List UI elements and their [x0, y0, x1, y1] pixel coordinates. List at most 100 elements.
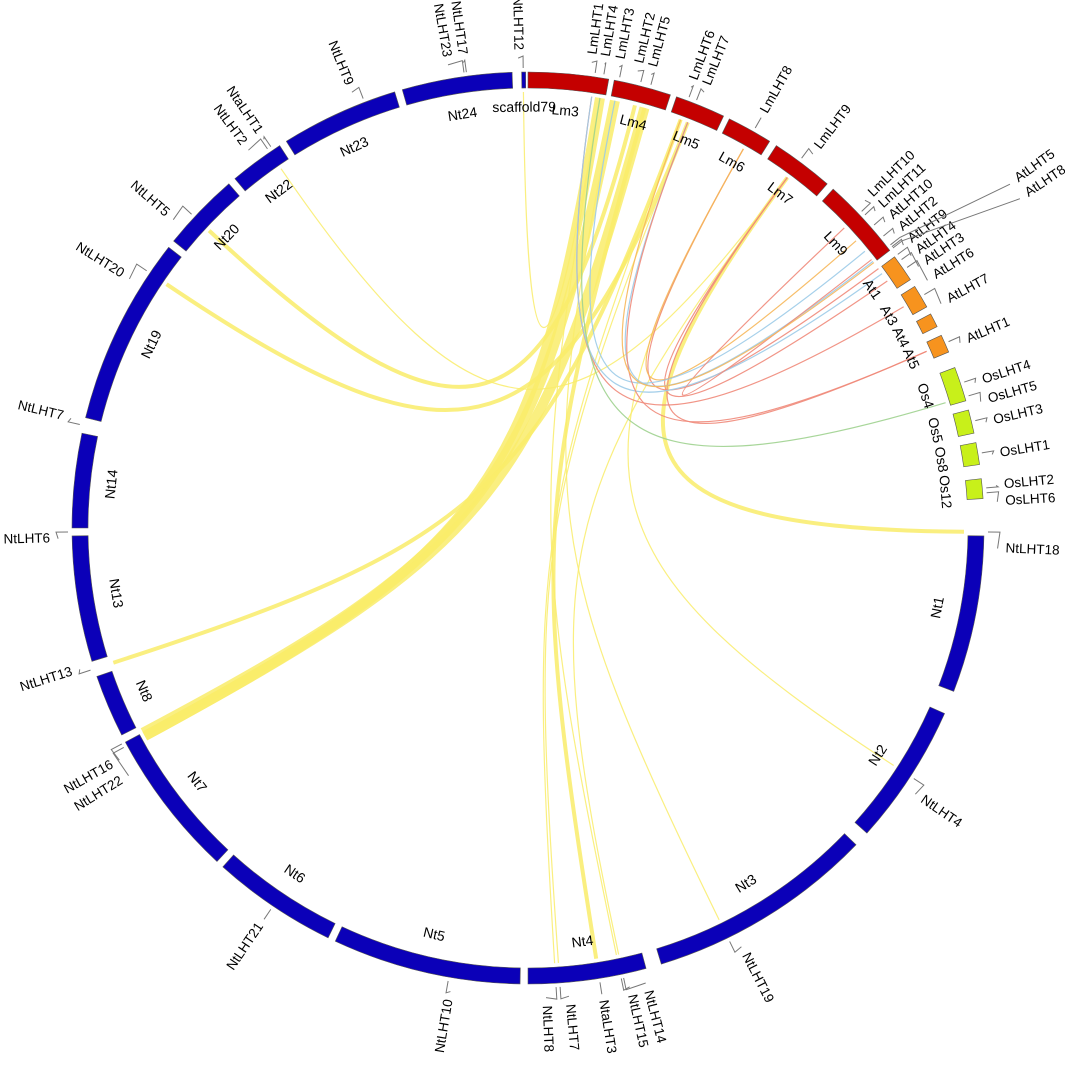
- chromosome-arc-lm3: [527, 71, 610, 96]
- synteny-links: [112, 92, 965, 964]
- synteny-link: [142, 106, 650, 741]
- synteny-link: [207, 104, 637, 389]
- synteny-link: [647, 148, 879, 391]
- gene-label: NtLHT9: [325, 39, 356, 88]
- chromosome-arc-nt20: [173, 183, 240, 252]
- synteny-link: [522, 92, 601, 329]
- chromosome-arc-scaffold79: [521, 71, 526, 89]
- gene-label: NtLHT17: [448, 0, 470, 55]
- gene-tick: [517, 55, 524, 69]
- gene-label: OsLHT2: [1003, 472, 1054, 491]
- gene-label: NtLHT8: [540, 1005, 557, 1052]
- synteny-link: [624, 122, 874, 387]
- chromosome-arc-lm7: [767, 145, 828, 197]
- gene-tick: [559, 986, 570, 1000]
- gene-tick: [901, 251, 920, 267]
- chromosome-arc-at5: [926, 334, 950, 359]
- chromosome-arc-nt7: [124, 734, 229, 862]
- gene-tick: [110, 743, 123, 761]
- gene-tick: [637, 69, 645, 83]
- chromosome-label-nt20: Nt20: [210, 220, 242, 253]
- gene-label: NtLHT13: [18, 664, 74, 695]
- gene-tick: [864, 205, 876, 216]
- chromosome-label-nt19: Nt19: [137, 327, 164, 361]
- gene-tick: [873, 216, 886, 226]
- gene-tick: [986, 484, 1000, 489]
- gene-tick: [462, 58, 467, 73]
- chromosome-arc-nt19: [85, 246, 182, 422]
- gene-tick: [447, 59, 465, 73]
- chromosome-label-lm9: Lm9: [821, 228, 851, 259]
- chromosome-arc-lm6: [721, 118, 771, 156]
- synteny-link: [666, 177, 927, 425]
- gene-tick: [754, 117, 762, 129]
- chromosome-label-os4: Os4: [914, 381, 937, 411]
- chromosome-label-at4: At4: [889, 324, 913, 350]
- chromosome-label-lm4: Lm4: [618, 111, 649, 133]
- chromosome-label-os12: Os12: [936, 474, 955, 509]
- gene-tick: [591, 60, 598, 74]
- chromosome-label-at5: At5: [900, 346, 923, 372]
- gene-label: NtLHT7: [563, 1003, 582, 1051]
- gene-tick: [986, 491, 1000, 502]
- chromosome-arc-lm5: [670, 96, 724, 131]
- chromosome-arc-os4: [939, 367, 967, 406]
- gene-tick: [861, 199, 872, 212]
- chromosome-arc-os5: [952, 409, 975, 437]
- gene-tick: [968, 391, 982, 402]
- chromosome-label-scaffold79: scaffold79: [492, 98, 556, 115]
- chromosome-arc-lm9: [821, 188, 891, 261]
- chromosome-label-nt23: Nt23: [337, 133, 371, 160]
- chromosome-arc-nt6: [222, 854, 336, 939]
- chromosome-label-at3: At3: [877, 302, 902, 328]
- synteny-link: [576, 96, 883, 393]
- gene-tick: [67, 417, 80, 426]
- chromosome-label-os5: Os5: [925, 416, 947, 445]
- gene-tick: [445, 980, 451, 994]
- gene-tick: [688, 84, 695, 98]
- gene-tick: [650, 72, 655, 85]
- gene-label: NtLHT19: [739, 950, 777, 1005]
- synteny-link: [565, 100, 720, 921]
- chromosome-label-nt13: Nt13: [106, 577, 126, 609]
- chromosome-label-nt1: Nt1: [927, 595, 947, 620]
- gene-tick: [248, 138, 268, 151]
- gene-tick: [948, 336, 961, 343]
- chromosome-arc-nt8: [96, 670, 137, 736]
- chromosome-arc-nt22: [234, 145, 289, 192]
- gene-tick: [619, 64, 623, 78]
- gene-tick: [892, 198, 1021, 249]
- chromosome-label-nt6: Nt6: [281, 861, 308, 887]
- synteny-link: [645, 148, 857, 381]
- synteny-link: [572, 177, 788, 955]
- gene-tick: [128, 263, 147, 280]
- gene-label: NtLHT4: [918, 792, 965, 831]
- chromosome-label-nt2: Nt2: [865, 741, 890, 768]
- gene-tick: [78, 669, 91, 675]
- chromosome-arc-nt1: [938, 535, 985, 692]
- gene-tick: [975, 417, 988, 423]
- gene-label: OsLHT1: [999, 437, 1051, 460]
- synteny-link: [660, 176, 965, 534]
- chromosome-arc-os8: [959, 442, 980, 468]
- chromosome-label-nt24: Nt24: [447, 104, 479, 124]
- synteny-link: [165, 121, 690, 413]
- chromosome-label-nt4: Nt4: [571, 932, 595, 951]
- gene-tick: [897, 246, 912, 256]
- synteny-link: [280, 168, 788, 390]
- chromosome-label-nt3: Nt3: [732, 871, 759, 896]
- gene-tick: [545, 987, 558, 1000]
- gene-labels: NtLHT18NtLHT4NtLHT19NtLHT14NtLHT15NtaLHT…: [3, 0, 1065, 1055]
- chromosome-label-nt5: Nt5: [422, 924, 447, 945]
- gene-label: AtLHT7: [944, 271, 991, 306]
- chromosome-arc-nt5: [334, 926, 521, 985]
- chromosome-arc-nt2: [854, 706, 945, 834]
- gene-label: NtLHT5: [128, 178, 173, 220]
- gene-tick: [603, 62, 607, 75]
- chromosome-arc-nt4: [527, 952, 647, 985]
- gene-label: AtLHT1: [964, 314, 1012, 346]
- gene-label: OsLHT6: [1005, 490, 1056, 508]
- chromosome-arc-nt23: [285, 91, 400, 156]
- gene-label: NtLHT21: [223, 920, 266, 973]
